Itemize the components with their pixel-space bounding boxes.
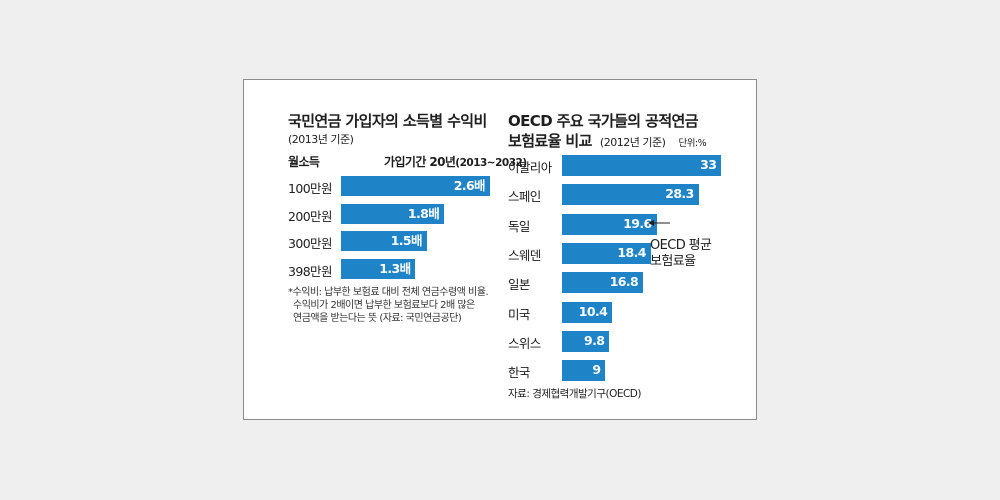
left-bar xyxy=(341,258,416,279)
right-bar xyxy=(562,242,651,264)
left-value-label: 1.3배 xyxy=(379,260,411,276)
left-value-label: 1.8배 xyxy=(407,205,440,221)
right-chart-unit: 단위:% xyxy=(678,138,707,149)
note-line-2: 수익비가 2배이면 납부한 보험료보다 2배 많은 xyxy=(293,300,475,311)
right-value-label: 16.8 xyxy=(609,274,639,290)
note-line-3: 연금액을 받는다는 뜻 (자료: 국민연금공단) xyxy=(293,313,462,324)
right-chart-title-row2: 보험료율 비교 (2012년 기준) 단위:% xyxy=(508,130,707,151)
right-category-label: 이탈리아 xyxy=(508,160,552,175)
left-chart-note: *수익비: 납부한 보험료 대비 전체 연금수령액 비율. 수익비가 2배이면 … xyxy=(288,286,489,325)
right-category-label: 스위스 xyxy=(508,335,541,351)
left-value-label: 1.5배 xyxy=(390,233,423,248)
right-bar xyxy=(562,184,699,206)
left-bar xyxy=(341,176,490,196)
oecd-average-annotation: OECD 평균 보험료율 xyxy=(650,238,712,270)
left-series-header: 가입기간 20년(2013~2032) xyxy=(384,153,527,170)
right-chart-subtitle: (2012년 기준) xyxy=(599,136,666,149)
right-category-label: 미국 xyxy=(508,306,530,322)
right-value-label: 18.4 xyxy=(617,244,646,260)
right-chart-source: 자료: 경제협력개발기구(OECD) xyxy=(508,388,641,400)
right-bar xyxy=(562,155,722,176)
right-value-label: 33 xyxy=(700,157,717,172)
right-chart-title-line2: 보험료율 비교 xyxy=(508,132,592,150)
left-series-header-note: (2013~2032) xyxy=(455,157,527,169)
left-category-header: 월소득 xyxy=(288,155,320,169)
annotation-arrow-icon xyxy=(648,220,670,226)
right-bar xyxy=(562,213,657,235)
right-bar xyxy=(562,301,613,323)
left-chart-subtitle: (2013년 기준) xyxy=(288,133,354,146)
right-value-label: 28.3 xyxy=(665,186,694,202)
left-category-label: 398만원 xyxy=(288,263,332,279)
left-category-label: 200만원 xyxy=(288,208,332,224)
annotation-line-1: OECD 평균 xyxy=(650,238,712,253)
note-line-1: *수익비: 납부한 보험료 대비 전체 연금수령액 비율. xyxy=(288,287,489,298)
right-value-label: 10.4 xyxy=(578,303,608,319)
left-category-label: 300만원 xyxy=(288,236,332,251)
right-category-label: 스웨덴 xyxy=(508,247,541,263)
right-chart-title: OECD 주요 국가들의 공적연금 xyxy=(508,112,699,130)
right-bar xyxy=(562,272,644,294)
right-category-label: 일본 xyxy=(508,277,530,293)
right-value-label: 19.6 xyxy=(623,215,652,231)
right-bar xyxy=(562,360,606,382)
right-value-label: 9 xyxy=(592,362,601,378)
right-value-label: 9.8 xyxy=(583,332,605,348)
infographic-panel: 국민연금 가입자의 소득별 수익비 (2013년 기준) 월소득 가입기간 20… xyxy=(243,79,757,420)
right-category-label: 독일 xyxy=(508,218,530,234)
left-category-label: 100만원 xyxy=(288,181,332,196)
left-series-header-label: 가입기간 20년 xyxy=(384,155,456,169)
annotation-line-2: 보험료율 xyxy=(650,254,696,269)
right-category-label: 스페인 xyxy=(508,189,541,205)
left-bar xyxy=(341,203,445,224)
left-chart-title: 국민연금 가입자의 소득별 수익비 xyxy=(288,112,487,130)
right-bar xyxy=(562,330,610,352)
right-category-label: 한국 xyxy=(508,365,530,381)
left-bar xyxy=(341,231,427,251)
left-value-label: 2.6배 xyxy=(453,178,486,193)
